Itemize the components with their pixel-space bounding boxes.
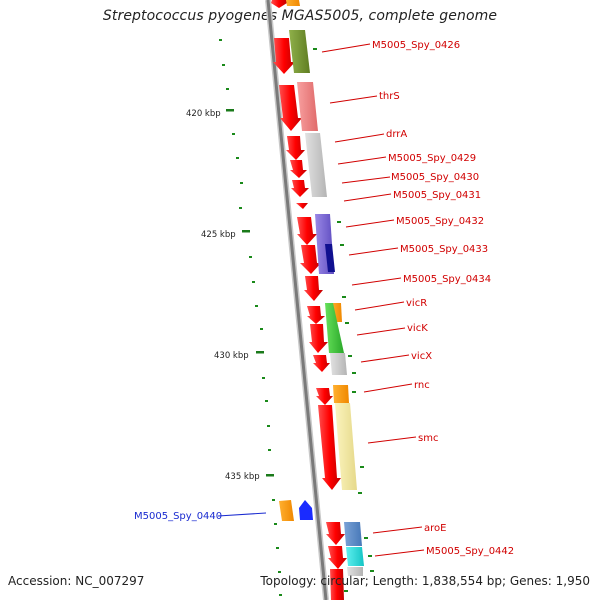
function-bars bbox=[286, 0, 364, 576]
function-bar bbox=[335, 403, 357, 490]
function-bar bbox=[289, 30, 310, 73]
function-bar bbox=[330, 353, 347, 375]
gene-arrow bbox=[296, 203, 308, 209]
gene-arrow bbox=[300, 245, 321, 274]
function-bar bbox=[286, 0, 300, 6]
function-bar bbox=[344, 522, 362, 546]
gene-arrow bbox=[304, 276, 323, 301]
gene-arrow bbox=[273, 38, 295, 74]
kbp-tick-label: 425 kbp bbox=[201, 230, 236, 240]
gene-label: M5005_Spy_0430 bbox=[391, 172, 479, 183]
gene-label: vicX bbox=[411, 351, 432, 362]
gene-label: rnc bbox=[414, 380, 430, 391]
gene-arrow bbox=[328, 546, 347, 569]
gene-label: M5005_Spy_0440 bbox=[134, 511, 222, 522]
gene-label: thrS bbox=[379, 91, 400, 102]
gene-label: vicR bbox=[406, 298, 427, 309]
kbp-tick-label: 435 kbp bbox=[225, 472, 260, 482]
gene-label: M5005_Spy_0434 bbox=[403, 274, 491, 285]
gene-arrow bbox=[318, 405, 341, 490]
genome-summary-text: Topology: circular; Length: 1,838,554 bp… bbox=[260, 574, 590, 588]
gene-arrow-reverse bbox=[279, 500, 294, 521]
gene-arrow bbox=[297, 217, 317, 245]
reverse-strand-genes bbox=[279, 500, 313, 521]
gene-label: M5005_Spy_0442 bbox=[426, 546, 514, 557]
function-bar bbox=[346, 547, 364, 566]
gene-label: vicK bbox=[407, 323, 428, 334]
leader-lines bbox=[217, 43, 425, 557]
gene-label: M5005_Spy_0433 bbox=[400, 244, 488, 255]
kbp-tick-label: 420 kbp bbox=[186, 109, 221, 119]
function-bar bbox=[305, 133, 327, 197]
function-bar bbox=[297, 82, 318, 131]
gene-arrow bbox=[271, 0, 287, 8]
gene-labels: M5005_Spy_0426 thrS drrA M5005_Spy_0429 … bbox=[134, 40, 514, 557]
gene-arrow bbox=[286, 136, 305, 160]
gc-content-dots bbox=[219, 39, 374, 596]
accession-text: Accession: NC_007297 bbox=[8, 574, 145, 588]
gene-label: M5005_Spy_0432 bbox=[396, 216, 484, 227]
gene-arrow bbox=[330, 569, 344, 600]
function-bar bbox=[325, 303, 344, 353]
gene-arrow bbox=[291, 180, 309, 197]
gene-arrow bbox=[279, 85, 302, 131]
gene-arrow-reverse bbox=[299, 500, 313, 520]
gene-arrow bbox=[290, 160, 307, 178]
gene-label: M5005_Spy_0429 bbox=[388, 153, 476, 164]
function-bar bbox=[325, 244, 335, 272]
gene-arrow bbox=[326, 522, 345, 545]
gene-arrow bbox=[309, 324, 328, 353]
gene-label: M5005_Spy_0426 bbox=[372, 40, 460, 51]
genome-title: Streptococcus pyogenes MGAS5005, complet… bbox=[102, 8, 498, 24]
kbp-tick-label: 430 kbp bbox=[214, 351, 249, 361]
function-bar bbox=[333, 385, 349, 403]
gene-arrow bbox=[307, 306, 325, 324]
gene-label: M5005_Spy_0431 bbox=[393, 190, 481, 201]
gene-arrows bbox=[271, 0, 347, 600]
backbone bbox=[265, 0, 329, 600]
gene-label: drrA bbox=[386, 129, 407, 140]
function-bar bbox=[347, 567, 363, 576]
gene-label: aroE bbox=[424, 523, 446, 534]
gene-arrow bbox=[313, 355, 330, 372]
gene-label: smc bbox=[418, 433, 438, 444]
gene-arrow bbox=[316, 388, 333, 405]
kbp-ticks bbox=[226, 109, 274, 477]
